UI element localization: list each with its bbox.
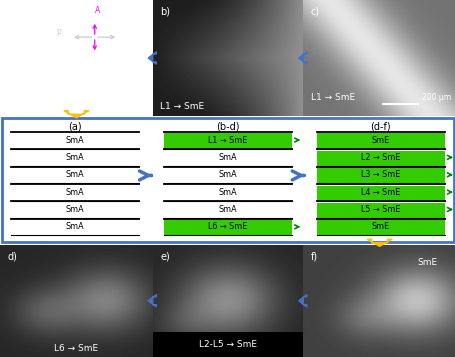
Text: SmA: SmA bbox=[218, 205, 237, 214]
Text: SmA: SmA bbox=[66, 170, 84, 179]
Bar bbox=[164, 134, 291, 149]
Text: d): d) bbox=[8, 251, 17, 261]
Text: (b-d): (b-d) bbox=[216, 122, 239, 132]
Text: L5 → SmE: L5 → SmE bbox=[360, 205, 399, 214]
Text: L6 → SmE: L6 → SmE bbox=[208, 222, 247, 231]
Text: L1 → SmE: L1 → SmE bbox=[310, 93, 354, 102]
Text: a): a) bbox=[9, 7, 19, 17]
Text: SmA: SmA bbox=[9, 94, 31, 104]
Text: SmE: SmE bbox=[417, 258, 437, 267]
Bar bbox=[11, 203, 139, 218]
Bar bbox=[152, 332, 303, 357]
Bar bbox=[11, 134, 139, 149]
Text: SmE: SmE bbox=[371, 222, 389, 231]
Text: (a): (a) bbox=[68, 122, 82, 132]
Text: e): e) bbox=[160, 251, 170, 261]
Text: SmA: SmA bbox=[218, 170, 237, 179]
Text: L3 → SmE: L3 → SmE bbox=[360, 170, 399, 179]
Text: P: P bbox=[56, 29, 61, 38]
Bar bbox=[164, 168, 291, 183]
FancyBboxPatch shape bbox=[2, 118, 453, 242]
Bar bbox=[164, 220, 291, 236]
Text: L6 → SmE: L6 → SmE bbox=[54, 343, 98, 352]
Text: L2 → SmE: L2 → SmE bbox=[360, 153, 399, 162]
Text: b): b) bbox=[160, 7, 170, 17]
Text: f): f) bbox=[310, 251, 317, 261]
Bar bbox=[164, 186, 291, 201]
Text: L2-L5 → SmE: L2-L5 → SmE bbox=[198, 340, 257, 349]
Bar bbox=[11, 186, 139, 201]
Bar bbox=[316, 134, 444, 149]
Text: c): c) bbox=[310, 7, 319, 17]
Text: SmA: SmA bbox=[218, 188, 237, 197]
Text: SmA: SmA bbox=[66, 205, 84, 214]
Bar bbox=[11, 220, 139, 236]
Bar bbox=[316, 168, 444, 183]
Text: SmA: SmA bbox=[66, 136, 84, 145]
Text: A: A bbox=[95, 6, 100, 15]
Text: L4 → SmE: L4 → SmE bbox=[360, 188, 399, 197]
Text: SmE: SmE bbox=[371, 136, 389, 145]
Bar bbox=[316, 220, 444, 236]
Text: SmA: SmA bbox=[66, 222, 84, 231]
Bar bbox=[316, 151, 444, 166]
Bar bbox=[316, 203, 444, 218]
Text: SmA: SmA bbox=[218, 153, 237, 162]
Text: 200 μm: 200 μm bbox=[421, 93, 450, 102]
Text: SmA: SmA bbox=[66, 153, 84, 162]
Text: (d-f): (d-f) bbox=[369, 122, 390, 132]
Text: SmA: SmA bbox=[66, 188, 84, 197]
Bar bbox=[164, 151, 291, 166]
Bar bbox=[11, 168, 139, 183]
Bar bbox=[11, 151, 139, 166]
Text: L1 → SmE: L1 → SmE bbox=[208, 136, 247, 145]
Bar bbox=[316, 186, 444, 201]
Bar bbox=[164, 203, 291, 218]
Text: L1 → SmE: L1 → SmE bbox=[160, 102, 204, 111]
